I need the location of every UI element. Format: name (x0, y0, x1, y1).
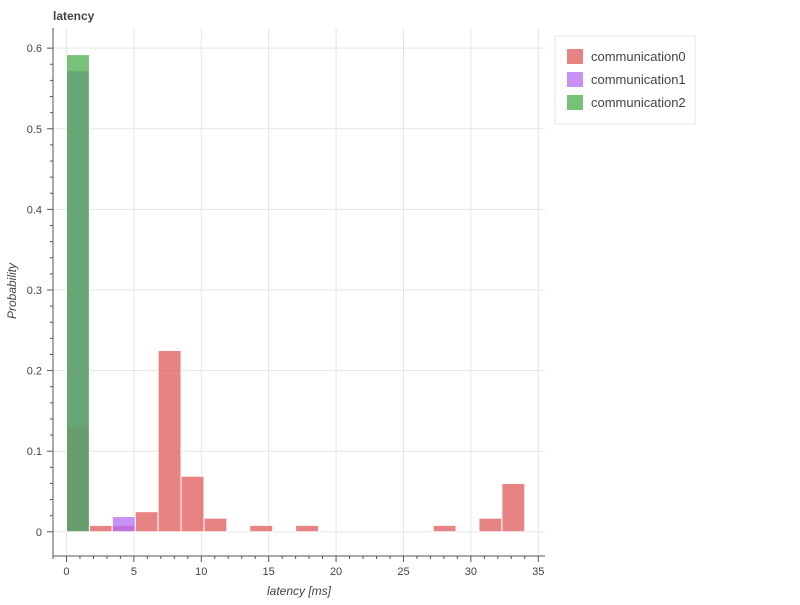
x-axis-label: latency [ms] (267, 584, 332, 598)
x-tick-label: 15 (263, 566, 275, 578)
bar-communication1 (111, 516, 136, 533)
bar-communication0 (134, 511, 159, 533)
bar-communication0 (478, 517, 503, 533)
bar-communication2 (65, 54, 90, 533)
y-axis-label: Probability (5, 262, 19, 319)
y-tick-label: 0.5 (27, 124, 42, 136)
plot-area (53, 28, 545, 556)
x-tick-label: 20 (330, 566, 342, 578)
legend-swatch-communication0 (567, 49, 583, 64)
y-tick-label: 0.2 (27, 366, 42, 378)
bar-communication0 (203, 517, 228, 533)
x-tick-label: 0 (63, 566, 69, 578)
y-tick-label: 0.4 (27, 204, 42, 216)
bar-communication0 (432, 524, 457, 533)
x-tick-label: 25 (397, 566, 409, 578)
y-tick-label: 0.3 (27, 285, 42, 297)
legend-entry-communication0: communication0 (591, 49, 686, 64)
y-tick-label: 0.1 (27, 446, 42, 458)
bar-communication0 (501, 482, 526, 533)
bar-communication0 (180, 475, 205, 533)
legend-entry-communication1: communication1 (591, 72, 686, 87)
x-tick-label: 30 (465, 566, 477, 578)
legend-swatch-communication2 (567, 95, 583, 110)
bar-communication0 (249, 524, 274, 533)
axes: 0 5 10 15 20 25 30 35 0 0.1 0.2 0.3 0.4 0.5 0.6 (27, 28, 545, 578)
x-tick-label: 10 (195, 566, 207, 578)
legend-swatch-communication1 (567, 72, 583, 87)
bar-communication0 (295, 524, 320, 533)
x-tick-label: 35 (532, 566, 544, 578)
chart-title: latency (53, 9, 95, 23)
legend: communication0 communication1 communicat… (554, 35, 696, 125)
bar-communication0 (88, 524, 113, 533)
y-tick-label: 0.6 (27, 43, 42, 55)
y-tick-label: 0 (36, 527, 42, 539)
x-tick-label: 5 (131, 566, 137, 578)
bar-communication0 (157, 349, 182, 533)
legend-entry-communication2: communication2 (591, 95, 686, 110)
histogram-bars (65, 54, 526, 533)
